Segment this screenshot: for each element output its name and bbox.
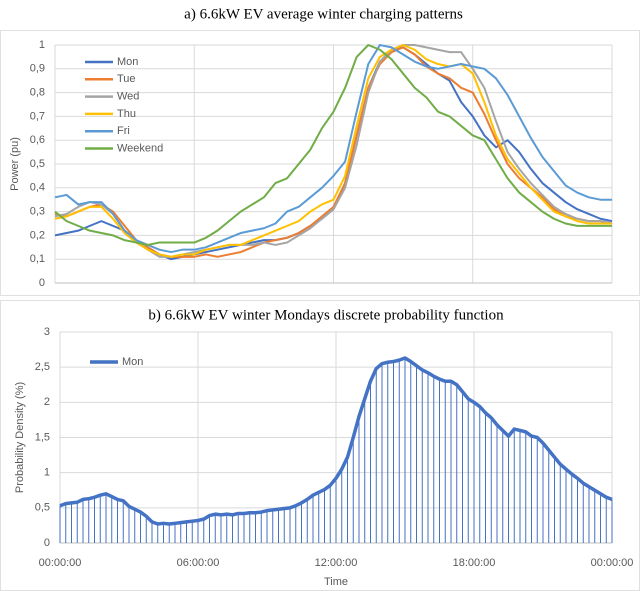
x-tick-label: 12:00:00 xyxy=(315,557,358,569)
x-axis-label: Time xyxy=(324,576,348,588)
y-tick-label: 0,1 xyxy=(30,253,45,265)
y-tick-label: 0,9 xyxy=(30,63,45,75)
series-line xyxy=(54,44,612,246)
y-tick-label: 0 xyxy=(44,537,50,549)
y-tick-label: 0,8 xyxy=(30,87,45,99)
y-axis-label: Power (pu) xyxy=(9,137,21,191)
y-tick-label: 0,7 xyxy=(30,110,45,122)
x-tick-label: 06:00:00 xyxy=(177,557,220,569)
series-line xyxy=(54,46,613,258)
legend-label: Thu xyxy=(117,108,136,120)
series-line xyxy=(59,356,613,526)
legend-label: Weekend xyxy=(117,142,163,154)
chart-title: a) 6.6kW EV average winter charging patt… xyxy=(184,6,463,22)
y-tick-label: 2 xyxy=(44,396,50,408)
y-tick-label: 3 xyxy=(44,326,50,338)
series-line xyxy=(54,44,612,258)
x-tick-label: 00:00:00 xyxy=(591,557,634,569)
y-tick-label: 0,5 xyxy=(30,158,45,170)
legend-label: Fri xyxy=(117,125,130,137)
legend-label: Wed xyxy=(117,91,139,103)
y-tick-label: 0,2 xyxy=(30,229,45,241)
y-tick-label: 0,3 xyxy=(30,206,45,218)
legend-label: Mon xyxy=(122,356,143,368)
y-tick-label: 0,6 xyxy=(30,134,45,146)
y-tick-label: 1 xyxy=(39,39,45,51)
y-tick-label: 0,4 xyxy=(30,182,45,194)
y-tick-label: 1 xyxy=(44,467,50,479)
x-tick-label: 18:00:00 xyxy=(453,557,496,569)
chart-a-frame xyxy=(0,30,640,296)
y-tick-label: 1,5 xyxy=(35,431,50,443)
legend-label: Tue xyxy=(117,73,136,85)
x-tick-label: 00:00:00 xyxy=(39,557,82,569)
y-tick-label: 0 xyxy=(39,277,45,289)
y-tick-label: 2,5 xyxy=(35,361,50,373)
y-tick-label: 0,5 xyxy=(35,502,50,514)
chart-title: b) 6.6kW EV winter Mondays discrete prob… xyxy=(148,307,504,323)
legend-label: Mon xyxy=(117,56,138,68)
y-axis-label: Probability Density (%) xyxy=(14,382,26,493)
